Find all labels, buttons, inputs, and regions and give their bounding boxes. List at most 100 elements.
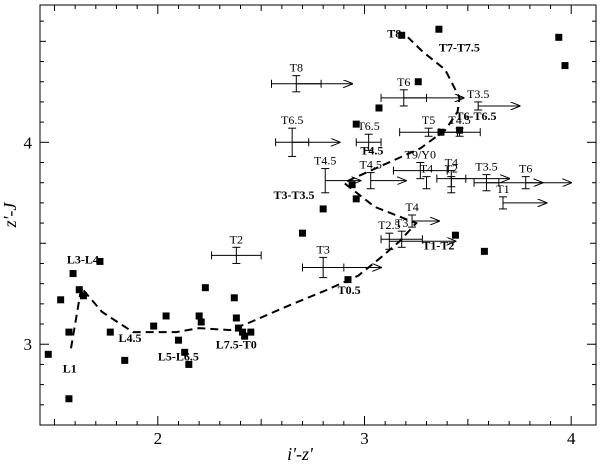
template-label: T3 bbox=[316, 242, 329, 256]
template-marker: T8 bbox=[270, 61, 352, 93]
annotation-label: T0.5 bbox=[338, 283, 361, 297]
data-point bbox=[437, 128, 445, 136]
data-point bbox=[57, 296, 65, 304]
data-point bbox=[375, 104, 383, 112]
data-point bbox=[65, 395, 73, 403]
data-point bbox=[106, 328, 114, 336]
annotation-label: L7.5-T0 bbox=[216, 337, 257, 351]
y-tick-label: 4 bbox=[24, 133, 33, 152]
template-label: T6.5 bbox=[281, 113, 303, 127]
plot-frame bbox=[39, 4, 597, 426]
data-point bbox=[150, 322, 158, 330]
template-label: T3 bbox=[395, 216, 408, 230]
data-point bbox=[121, 356, 129, 364]
annotation-label: T6-T6.5 bbox=[455, 109, 496, 123]
data-point bbox=[480, 247, 488, 255]
data-point bbox=[65, 328, 73, 336]
template-marker: T4.5 bbox=[360, 158, 406, 190]
y-tick-label: 3 bbox=[24, 335, 33, 354]
data-point bbox=[561, 62, 569, 70]
template-label: T9/Y0 bbox=[405, 148, 436, 162]
data-point bbox=[319, 205, 327, 213]
data-point bbox=[79, 292, 87, 300]
data-point bbox=[348, 181, 356, 189]
x-tick-label: 3 bbox=[360, 429, 369, 448]
data-point bbox=[241, 332, 249, 340]
template-marker: T4.5 bbox=[314, 154, 360, 194]
template-label: T2.5 bbox=[378, 218, 400, 232]
annotations: T8T7-T7.5T6-T6.5T4.5T3-T3.5T1-T2T0.5L3-L… bbox=[63, 26, 497, 375]
template-marker: T6 bbox=[519, 162, 571, 190]
data-point bbox=[69, 270, 77, 278]
data-point bbox=[555, 33, 563, 41]
template-label: T4 bbox=[445, 156, 458, 170]
data-point bbox=[398, 31, 406, 39]
template-marker: T4 bbox=[405, 200, 439, 228]
template-marker: T6.5 bbox=[275, 113, 340, 157]
x-tick-label: 4 bbox=[567, 429, 576, 448]
template-marker: T3 bbox=[301, 242, 381, 279]
annotation-label: L1 bbox=[63, 362, 77, 376]
axis-ticks: 2 3 4 3 4 bbox=[24, 5, 596, 448]
data-point bbox=[352, 195, 360, 203]
template-label: T4.5 bbox=[360, 158, 382, 172]
template-marker: T2.5 bbox=[378, 218, 455, 250]
data-point bbox=[75, 286, 83, 294]
template-marker: T2 bbox=[211, 232, 262, 264]
annotation-label: L4.5 bbox=[119, 331, 142, 345]
annotation-label: L5-L6.5 bbox=[158, 349, 199, 363]
template-label: T1 bbox=[496, 182, 509, 196]
data-point bbox=[44, 350, 52, 358]
x-axis-label: i'-z' bbox=[287, 444, 314, 464]
data-point bbox=[230, 294, 238, 302]
annotation-label: T8 bbox=[387, 26, 401, 40]
data-point bbox=[174, 336, 182, 344]
data-point bbox=[201, 284, 209, 292]
template-marker: T9/Y0 bbox=[392, 148, 448, 180]
template-label: T6.5 bbox=[357, 119, 379, 133]
data-point bbox=[435, 25, 443, 33]
data-point bbox=[195, 312, 203, 320]
template-label: T2 bbox=[230, 232, 243, 246]
template-label: T4.5 bbox=[448, 113, 470, 127]
annotation-label: L3-L4 bbox=[67, 252, 99, 266]
data-point bbox=[185, 360, 193, 368]
template-label: T4 bbox=[420, 162, 433, 176]
template-label: T4 bbox=[405, 200, 418, 214]
template-marker: T6 bbox=[380, 75, 464, 107]
data-point bbox=[456, 126, 464, 134]
data-point bbox=[451, 231, 459, 239]
x-tick-label: 2 bbox=[154, 429, 163, 448]
template-marker: T2 bbox=[445, 162, 458, 194]
template-label: T8 bbox=[290, 61, 303, 75]
template-label: T6 bbox=[397, 75, 410, 89]
template-label: T6 bbox=[519, 162, 532, 176]
y-axis-label: z'-J bbox=[0, 202, 20, 229]
data-point bbox=[239, 328, 247, 336]
data-point bbox=[181, 348, 189, 356]
template-label: T3.5 bbox=[467, 87, 489, 101]
data-point bbox=[352, 120, 360, 128]
template-label: T3.5 bbox=[475, 160, 497, 174]
template-marker: T3.5 bbox=[467, 87, 520, 111]
template-label: T5 bbox=[422, 113, 435, 127]
template-marker: T3 bbox=[380, 216, 423, 248]
template-marker: T4 bbox=[420, 162, 433, 190]
data-point bbox=[414, 78, 422, 86]
data-point bbox=[344, 276, 352, 284]
data-point bbox=[96, 257, 104, 265]
data-point bbox=[197, 318, 205, 326]
data-point bbox=[298, 229, 306, 237]
annotation-label: T4.5 bbox=[360, 143, 383, 157]
template-marker: T6.5 bbox=[355, 119, 382, 151]
data-point bbox=[232, 314, 240, 322]
template-label: T2 bbox=[445, 162, 458, 176]
template-marker: T1 bbox=[496, 182, 546, 210]
annotation-label: T7-T7.5 bbox=[439, 40, 480, 54]
data-point bbox=[234, 324, 242, 332]
template-label: T4.5 bbox=[314, 154, 336, 168]
data-points bbox=[44, 25, 569, 403]
annotation-label: T1-T2 bbox=[422, 238, 454, 252]
